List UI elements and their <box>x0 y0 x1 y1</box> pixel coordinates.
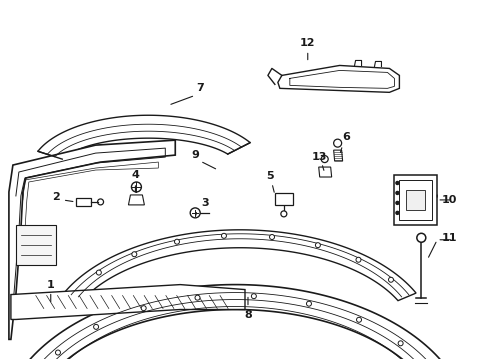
Polygon shape <box>333 150 342 161</box>
Polygon shape <box>64 230 415 301</box>
Text: 4: 4 <box>131 170 139 180</box>
Circle shape <box>306 301 311 306</box>
Circle shape <box>131 182 141 192</box>
Circle shape <box>269 234 274 239</box>
Circle shape <box>397 341 402 346</box>
Text: 2: 2 <box>52 192 60 202</box>
Text: 8: 8 <box>244 310 251 320</box>
Text: 3: 3 <box>201 198 208 208</box>
Text: 11: 11 <box>441 233 456 243</box>
Text: 9: 9 <box>191 150 199 160</box>
Polygon shape <box>399 180 431 220</box>
Polygon shape <box>406 190 425 210</box>
Circle shape <box>315 243 320 248</box>
Polygon shape <box>16 225 56 265</box>
Circle shape <box>280 211 286 217</box>
Polygon shape <box>274 193 292 205</box>
Circle shape <box>395 192 398 194</box>
Circle shape <box>141 306 146 311</box>
Circle shape <box>55 350 61 355</box>
Polygon shape <box>128 195 144 205</box>
Circle shape <box>395 181 398 184</box>
Text: 10: 10 <box>441 195 456 205</box>
Circle shape <box>395 211 398 214</box>
Text: 6: 6 <box>342 132 350 142</box>
Circle shape <box>190 208 200 218</box>
Polygon shape <box>394 175 436 225</box>
Polygon shape <box>12 285 457 360</box>
Circle shape <box>321 156 327 163</box>
Text: 7: 7 <box>196 84 203 93</box>
Circle shape <box>174 239 179 244</box>
Circle shape <box>96 270 101 275</box>
Circle shape <box>333 139 341 147</box>
Polygon shape <box>318 167 331 177</box>
Polygon shape <box>38 115 250 159</box>
Circle shape <box>355 257 360 262</box>
Circle shape <box>98 199 103 205</box>
Polygon shape <box>277 66 399 92</box>
Text: 5: 5 <box>265 171 273 181</box>
Circle shape <box>221 233 226 238</box>
Circle shape <box>251 294 256 299</box>
Text: 13: 13 <box>311 152 327 162</box>
Text: 1: 1 <box>47 280 55 289</box>
Circle shape <box>387 277 393 282</box>
Text: 12: 12 <box>300 37 315 48</box>
Circle shape <box>195 295 200 300</box>
Polygon shape <box>11 285 244 319</box>
Circle shape <box>93 324 99 329</box>
Circle shape <box>395 201 398 204</box>
Polygon shape <box>9 140 175 339</box>
Circle shape <box>416 233 425 242</box>
Polygon shape <box>76 198 90 206</box>
Circle shape <box>132 252 137 257</box>
Circle shape <box>356 317 361 322</box>
